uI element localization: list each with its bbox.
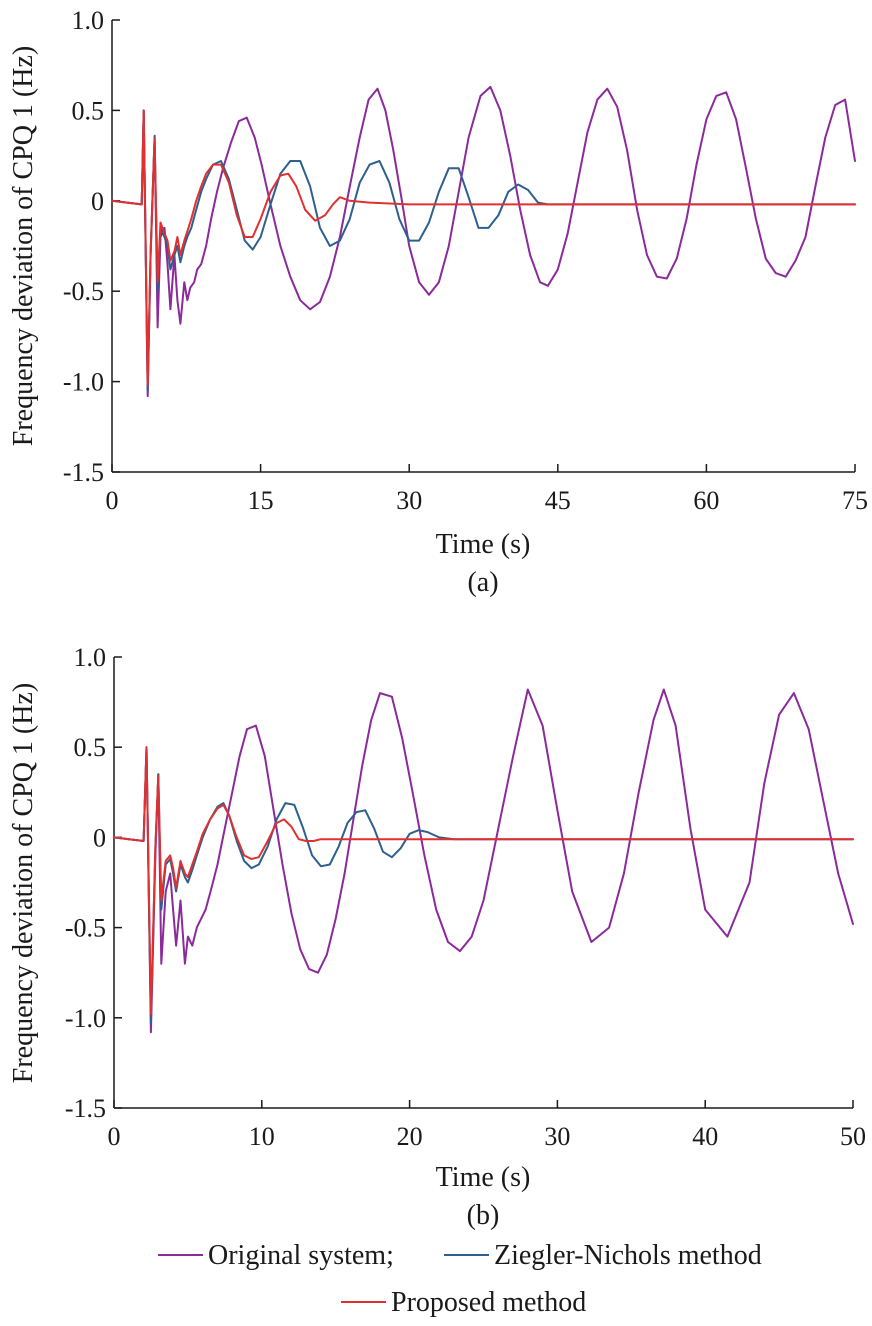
x-tick-label-b: 50: [840, 1122, 866, 1151]
y-tick-label-b: -1.5: [65, 1094, 106, 1123]
x-tick-label-a: 0: [106, 486, 119, 515]
series-line-proposed-b: [113, 746, 854, 1016]
plot-area-b: 1.00.50-0.5-1.0-1.50 10 20 30 40 50: [65, 643, 866, 1151]
y-tick-label-b: 1.0: [74, 643, 107, 672]
x-tick-label-b: 40: [692, 1122, 718, 1151]
y-tick-label-a: -1.5: [63, 458, 104, 487]
legend: Original system; Ziegler-Nichols method …: [158, 1240, 762, 1318]
y-tick-label-a: -1.0: [63, 368, 104, 397]
legend-label-original: Original system;: [208, 1240, 394, 1271]
series-line-ziegler-b: [113, 746, 854, 1025]
y-tick-label-b: 0: [93, 823, 106, 852]
x-tick-label-a: 30: [396, 486, 422, 515]
plot-area-a: 1.00.50-0.5-1.0-1.50 15 30 45 60 75: [63, 6, 868, 515]
legend-label-proposed: Proposed method: [391, 1287, 586, 1318]
x-tick-label-a: 60: [693, 486, 719, 515]
y-tick-label-b: -0.5: [65, 914, 106, 943]
y-tick-label-b: -1.0: [65, 1004, 106, 1033]
y-tick-label-a: 0: [91, 187, 104, 216]
x-tick-label-b: 30: [544, 1122, 570, 1151]
x-tick-label-a: 45: [545, 486, 571, 515]
legend-label-ziegler: Ziegler-Nichols method: [494, 1240, 762, 1271]
x-tick-label-b: 20: [397, 1122, 423, 1151]
y-tick-label-a: -0.5: [63, 277, 104, 306]
x-axis-title-a: Time (s): [436, 529, 531, 560]
y-axis-title-a: Frequency deviation of CPQ 1 (Hz): [8, 46, 39, 446]
panel-b: Frequency deviation of CPQ 1 (Hz) 1.0 0.5…: [8, 643, 866, 1231]
series-line-original-a: [111, 85, 856, 398]
series-line-ziegler-a: [111, 109, 856, 392]
y-tick-label-a: 1.0: [72, 6, 105, 35]
series-line-original-b: [113, 688, 854, 1034]
y-tick-label-a: 0.5: [72, 96, 105, 125]
series-line-proposed-a: [111, 109, 856, 387]
x-tick-label-a: 15: [248, 486, 274, 515]
x-tick-label-b: 10: [249, 1122, 275, 1151]
x-axis-title-b: Time (s): [436, 1162, 531, 1193]
x-tick-label-b: 0: [108, 1122, 121, 1151]
panel-a: Frequency deviation of CPQ 1 (Hz) 1.0 0.5…: [8, 6, 868, 598]
x-tick-label-a: 75: [842, 486, 868, 515]
y-axis-title-b: Frequency deviation of CPQ 1 (Hz): [8, 683, 39, 1083]
panel-caption-b: (b): [467, 1200, 500, 1231]
panel-caption-a: (a): [467, 567, 498, 598]
y-tick-label-b: 0.5: [74, 733, 107, 762]
